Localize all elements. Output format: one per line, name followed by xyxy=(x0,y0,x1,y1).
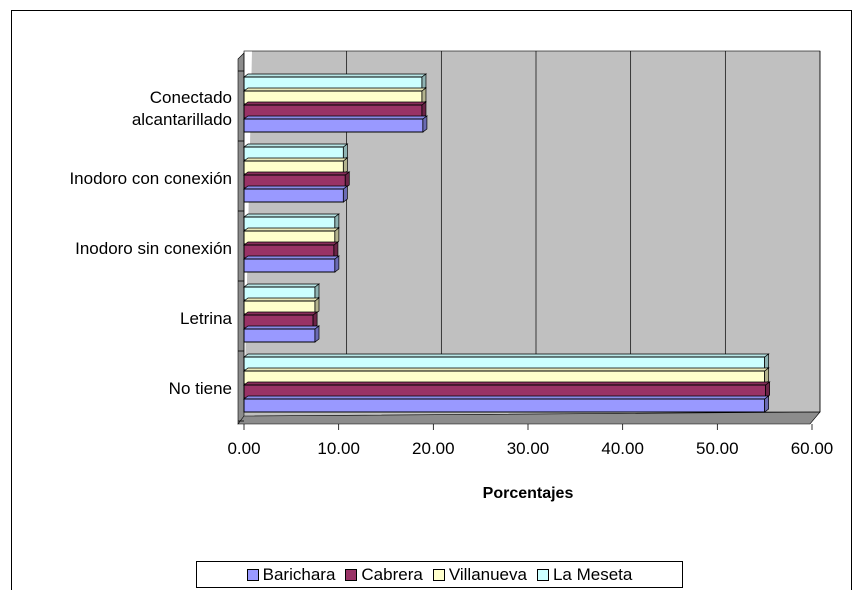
bar-side-cabrera xyxy=(333,241,339,259)
bar-side-villanueva xyxy=(421,87,427,105)
bar-side-cabrera xyxy=(765,381,770,399)
bar-barichara xyxy=(243,258,336,273)
bar-side-barichara xyxy=(334,255,340,273)
bar-barichara xyxy=(243,188,344,203)
legend-swatch xyxy=(536,568,549,581)
legend-swatch xyxy=(246,568,259,581)
bar-side-barichara xyxy=(422,115,428,133)
bar-side-la-meseta xyxy=(343,143,348,161)
bar-barichara xyxy=(243,328,316,343)
bar-side-villanueva xyxy=(334,227,340,245)
x-tick-label: 0.00 xyxy=(227,439,260,458)
x-tick-label: 30.00 xyxy=(507,439,550,458)
x-tick-label: 10.00 xyxy=(317,439,360,458)
legend-item: Cabrera xyxy=(345,564,423,585)
category-label: Conectado xyxy=(150,88,232,107)
bar-side-la-meseta xyxy=(314,283,320,301)
legend-item: Villanueva xyxy=(432,564,527,585)
bar-side-cabrera xyxy=(421,101,427,119)
category-label: Inodoro sin conexión xyxy=(75,239,232,258)
bar-side-la-meseta xyxy=(421,73,427,91)
legend-label: Villanueva xyxy=(448,564,527,584)
legend: Barichara Cabrera Villanueva La Meseta xyxy=(196,561,683,588)
plot-left-wall xyxy=(237,52,245,425)
category-label: Letrina xyxy=(180,309,233,328)
x-tick-label: 40.00 xyxy=(601,439,644,458)
bar-side-la-meseta xyxy=(764,353,770,371)
legend-item: Barichara xyxy=(246,564,336,585)
legend-swatch xyxy=(432,568,445,581)
legend-label: Barichara xyxy=(262,564,336,584)
bar-side-barichara xyxy=(343,185,348,203)
plot-background xyxy=(244,51,820,420)
x-axis-title: Porcentajes xyxy=(483,485,574,502)
legend-swatch xyxy=(345,568,358,581)
bar-side-villanueva xyxy=(343,157,348,175)
bar-side-la-meseta xyxy=(334,213,340,231)
legend-item: La Meseta xyxy=(536,564,633,585)
bar-side-barichara xyxy=(314,325,320,343)
bar-side-barichara xyxy=(764,395,770,413)
category-label: No tiene xyxy=(169,379,232,398)
bar-side-villanueva xyxy=(314,297,320,315)
x-tick-label: 50.00 xyxy=(696,439,739,458)
category-label: alcantarillado xyxy=(132,110,232,129)
category-label: Inodoro con conexión xyxy=(69,169,232,188)
x-tick-label: 20.00 xyxy=(412,439,455,458)
chart-frame xyxy=(11,10,852,590)
legend-label: Cabrera xyxy=(361,564,423,584)
bar-side-cabrera xyxy=(312,311,318,329)
x-tick-label: 60.00 xyxy=(791,439,834,458)
bar-side-villanueva xyxy=(764,367,770,385)
bar-barichara xyxy=(243,398,766,413)
bar-barichara xyxy=(243,118,424,133)
bar-side-cabrera xyxy=(344,171,350,189)
legend-label: La Meseta xyxy=(552,564,633,584)
